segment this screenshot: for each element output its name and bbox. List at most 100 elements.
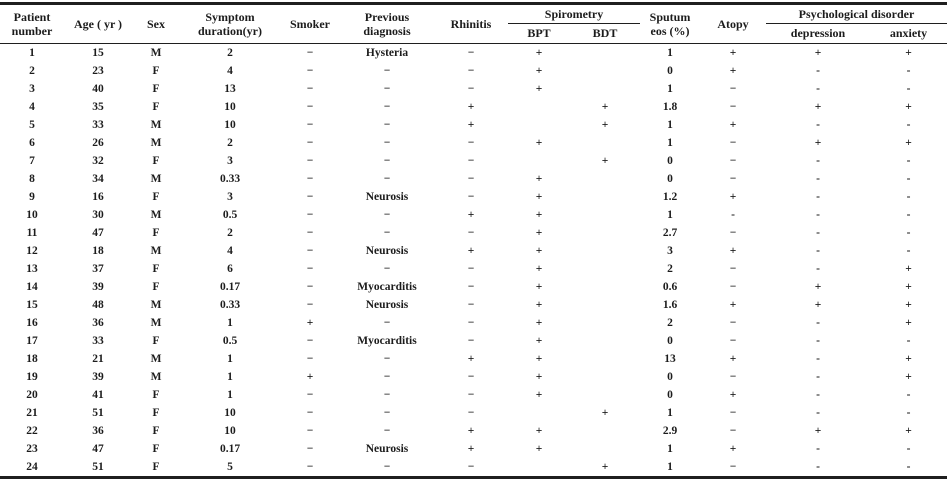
cell-patient_number: 4 (29, 100, 35, 113)
cell-depression: - (816, 226, 820, 239)
col-header-rhinitis: Rhinitis (434, 3, 508, 44)
cell-anxiety: - (906, 442, 911, 455)
cell-smoker: − (306, 226, 314, 239)
cell-anxiety: - (906, 460, 911, 473)
cell-sex: F (152, 82, 160, 95)
cell-spirometry_bdt (570, 332, 640, 350)
cell-sputum_eos_pct: 2 (667, 262, 673, 275)
cell-age_yr: 41 (92, 388, 104, 401)
cell-spirometry_bpt: + (535, 352, 543, 365)
cell-rhinitis: + (467, 442, 475, 455)
cell-age_yr: 16 (92, 190, 104, 203)
table-row: 7 32 F 3 − − − +0 − - - (0, 152, 947, 170)
cell-smoker: − (306, 82, 314, 95)
table-row: 13 37 F 6 − − − +2 − - + (0, 260, 947, 278)
cell-sputum_eos_pct: 0 (667, 388, 673, 401)
cell-rhinitis: + (467, 208, 475, 221)
cell-age_yr: 33 (92, 334, 104, 347)
table-row: 19 39 M 1 + − − +0 − - + (0, 368, 947, 386)
col-header-symptom-duration: Symptom duration(yr) (180, 3, 280, 44)
cell-rhinitis: − (467, 226, 475, 239)
cell-rhinitis: − (467, 298, 475, 311)
cell-smoker: − (306, 352, 314, 365)
cell-sputum_eos_pct: 1 (667, 136, 673, 149)
cell-sex: M (150, 244, 162, 257)
cell-patient_number: 17 (26, 334, 38, 347)
cell-anxiety: - (906, 64, 911, 77)
cell-patient_number: 5 (29, 118, 35, 131)
cell-spirometry_bdt (570, 278, 640, 296)
cell-depression: - (816, 460, 820, 473)
col-header-age: Age ( yr ) (64, 3, 132, 44)
cell-sex: M (150, 208, 162, 221)
cell-anxiety: - (906, 406, 911, 419)
table-row: 2 23 F 4 − − − +0 + - - (0, 62, 947, 80)
cell-spirometry_bdt (570, 134, 640, 152)
cell-anxiety: + (905, 280, 912, 293)
cell-spirometry_bpt: + (535, 442, 543, 455)
cell-patient_number: 1 (29, 46, 35, 59)
table-row: 6 26 M 2 − − − +1 − + + (0, 134, 947, 152)
cell-anxiety: - (906, 118, 911, 131)
cell-spirometry_bdt (570, 296, 640, 314)
cell-depression: - (816, 190, 820, 203)
cell-depression: - (816, 64, 820, 77)
cell-sputum_eos_pct: 1.6 (662, 298, 678, 311)
cell-sex: M (150, 118, 162, 131)
cell-spirometry_bdt (570, 188, 640, 206)
cell-rhinitis: − (467, 460, 475, 473)
cell-smoker: − (306, 262, 314, 275)
cell-sex: F (152, 154, 160, 167)
cell-spirometry_bpt: + (535, 208, 543, 221)
cell-rhinitis: − (467, 280, 475, 293)
cell-symptom_duration_yr: 1 (227, 370, 233, 383)
cell-age_yr: 36 (92, 316, 104, 329)
cell-smoker: − (306, 280, 314, 293)
cell-smoker: + (306, 370, 314, 383)
cell-anxiety: + (905, 370, 912, 383)
cell-sputum_eos_pct: 2.9 (662, 424, 678, 437)
cell-spirometry_bpt: + (535, 64, 543, 77)
cell-anxiety: - (906, 154, 911, 167)
cell-sputum_eos_pct: 3 (667, 244, 673, 257)
cell-smoker: − (306, 244, 314, 257)
cell-sex: F (152, 388, 160, 401)
cell-patient_number: 15 (26, 298, 38, 311)
cell-spirometry_bdt: + (601, 406, 609, 419)
table-row: 20 41 F 1 − − − +0 + - - (0, 386, 947, 404)
cell-age_yr: 39 (92, 370, 104, 383)
cell-atopy: − (729, 406, 737, 419)
cell-rhinitis: − (467, 370, 475, 383)
cell-patient_number: 7 (29, 154, 35, 167)
cell-smoker: − (306, 172, 314, 185)
cell-anxiety: + (905, 262, 912, 275)
table-row: 11 47 F 2 − − − +2.7 − - - (0, 224, 947, 242)
cell-atopy: − (729, 334, 737, 347)
table-row: 22 36 F 10 − − + +2.9 − + + (0, 422, 947, 440)
cell-previous_diagnosis: Hysteria (365, 46, 409, 59)
cell-smoker: − (306, 208, 314, 221)
cell-atopy: + (729, 352, 737, 365)
header-row-sub: BPT BDT depression anxiety (0, 23, 947, 44)
cell-previous_diagnosis: Myocarditis (357, 334, 417, 347)
cell-smoker: − (306, 46, 314, 59)
cell-depression: - (816, 82, 820, 95)
cell-sex: M (150, 298, 162, 311)
cell-depression: - (816, 208, 820, 221)
cell-smoker: − (306, 190, 314, 203)
cell-rhinitis: − (467, 64, 475, 77)
cell-spirometry_bpt: + (535, 262, 543, 275)
cell-patient_number: 22 (26, 424, 38, 437)
cell-anxiety: + (905, 136, 912, 149)
cell-age_yr: 30 (92, 208, 104, 221)
patient-table: Patient number Age ( yr ) Sex Symptom du… (0, 2, 947, 479)
table-body: 1 15 M 2− Hysteria − +1 + + +2 23 F 4− − − +0 + - -3 40 F 13−… (0, 43, 947, 477)
cell-spirometry_bdt: + (601, 154, 609, 167)
cell-symptom_duration_yr: 10 (224, 406, 236, 419)
cell-age_yr: 37 (92, 262, 104, 275)
cell-spirometry_bdt (570, 80, 640, 98)
cell-sputum_eos_pct: 0 (667, 370, 673, 383)
cell-symptom_duration_yr: 10 (224, 100, 236, 113)
cell-anxiety: + (905, 316, 912, 329)
cell-spirometry_bpt (508, 152, 570, 170)
